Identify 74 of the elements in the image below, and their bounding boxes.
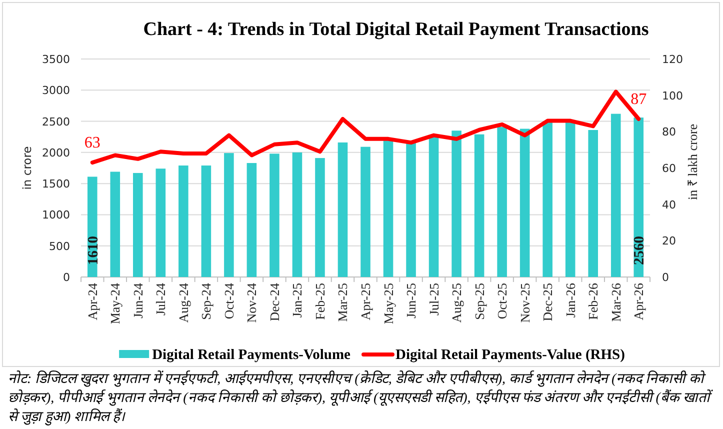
x-tick-label: Aug-25 — [449, 283, 464, 323]
bar — [133, 172, 143, 277]
y2-tick-label: 60 — [662, 162, 676, 175]
y2-axis-title: in ₹ lakh crore — [685, 124, 700, 200]
legend-label: Digital Retail Payments-Value (RHS) — [395, 347, 626, 363]
y2-tick-label: 100 — [662, 89, 683, 102]
data-label: 87 — [630, 90, 647, 108]
x-tick-label: Jul-24 — [153, 282, 168, 316]
bar — [497, 126, 507, 277]
bar — [292, 152, 302, 277]
y-tick-label: 3500 — [42, 53, 70, 66]
bar — [156, 168, 166, 277]
bar — [383, 140, 394, 277]
data-label: 63 — [84, 134, 100, 152]
bar — [565, 122, 576, 277]
y2-tick-label: 0 — [662, 271, 669, 284]
legend-label: Digital Retail Payments-Volume — [152, 347, 352, 363]
x-tick-label: Dec-25 — [540, 283, 556, 322]
bar — [542, 122, 552, 277]
x-tick-label: Feb-25 — [312, 283, 328, 320]
chart-title: Chart - 4: Trends in Total Digital Retail Payment Transactions — [143, 19, 649, 40]
bar — [338, 142, 348, 277]
x-tick-label: Jul-25 — [426, 283, 442, 316]
x-tick-label: May-25 — [380, 283, 396, 324]
x-tick-label: Jan-26 — [562, 282, 578, 318]
data-label: 1610 — [85, 236, 102, 265]
x-tick-label: Apr-25 — [358, 283, 373, 320]
x-tick-label: Nov-24 — [244, 282, 260, 323]
bar — [520, 128, 530, 277]
x-tick-label: Feb-26 — [586, 282, 601, 320]
x-tick-label: Sep-24 — [198, 282, 214, 320]
y-axis-title: in crore — [20, 146, 34, 190]
x-tick-label: Oct-25 — [494, 283, 510, 320]
x-tick-label: Oct-24 — [221, 282, 236, 320]
bar — [406, 143, 416, 277]
x-tick-label: Mar-26 — [608, 282, 624, 322]
x-tick-label: Apr-24 — [84, 282, 100, 320]
y-tick-label: 500 — [49, 240, 70, 253]
y2-tick-label: 80 — [662, 126, 676, 139]
y-tick-label: 2500 — [42, 115, 70, 128]
bar — [246, 163, 257, 277]
y-tick-label: 3000 — [42, 84, 70, 98]
x-tick-label: Nov-25 — [517, 283, 532, 323]
bar — [474, 134, 484, 277]
bar — [452, 130, 462, 277]
y2-tick-label: 20 — [662, 234, 676, 248]
bar — [270, 154, 280, 277]
y-tick-label: 1500 — [42, 178, 70, 191]
y-tick-label: 1000 — [42, 208, 70, 222]
x-tick-label: Jun-25 — [404, 283, 419, 318]
x-tick-label: Jun-24 — [130, 282, 146, 318]
x-tick-label: Aug-24 — [176, 282, 191, 323]
x-tick-label: May-24 — [108, 282, 123, 324]
bar — [610, 114, 621, 277]
y2-tick-label: 40 — [662, 198, 676, 212]
bar — [178, 166, 188, 277]
data-label: 2560 — [632, 236, 648, 265]
text: नोट: डिजिटल खुदरा भुगतान में एनईएफटी, आईएमपीएस, एनएसीएच (क्रेडिट, डेबिट और एपीबीएस), कार्ड भुगतान लेनदेन (नकद निकासी को छोड़कर), पीपीआई भुगतान लेनदेन (नकद निकासी को छोड़कर), यूपीआई (यूएसएसडी सहित), एईपीएस फंड अंतरण और एनईटीसी (बैंक खातों से जुड़ा हुआ) शामिल हैं। — [8, 370, 714, 427]
bar — [110, 172, 120, 277]
x-tick-label: Jan-25 — [290, 283, 305, 318]
bar — [588, 130, 598, 277]
bar — [360, 146, 370, 277]
y-tick-label: 2000 — [42, 146, 70, 160]
x-tick-label: Dec-24 — [266, 282, 282, 322]
y-tick-label: 0 — [63, 271, 70, 284]
bar — [315, 158, 325, 277]
y2-tick-label: 120 — [662, 53, 683, 66]
bar — [224, 153, 234, 277]
x-tick-label: Mar-25 — [335, 283, 350, 322]
bar — [201, 166, 212, 277]
bar — [634, 118, 644, 277]
x-tick-label: Sep-25 — [472, 283, 487, 320]
bar — [428, 136, 439, 277]
x-tick-label: Apr-26 — [631, 282, 646, 320]
